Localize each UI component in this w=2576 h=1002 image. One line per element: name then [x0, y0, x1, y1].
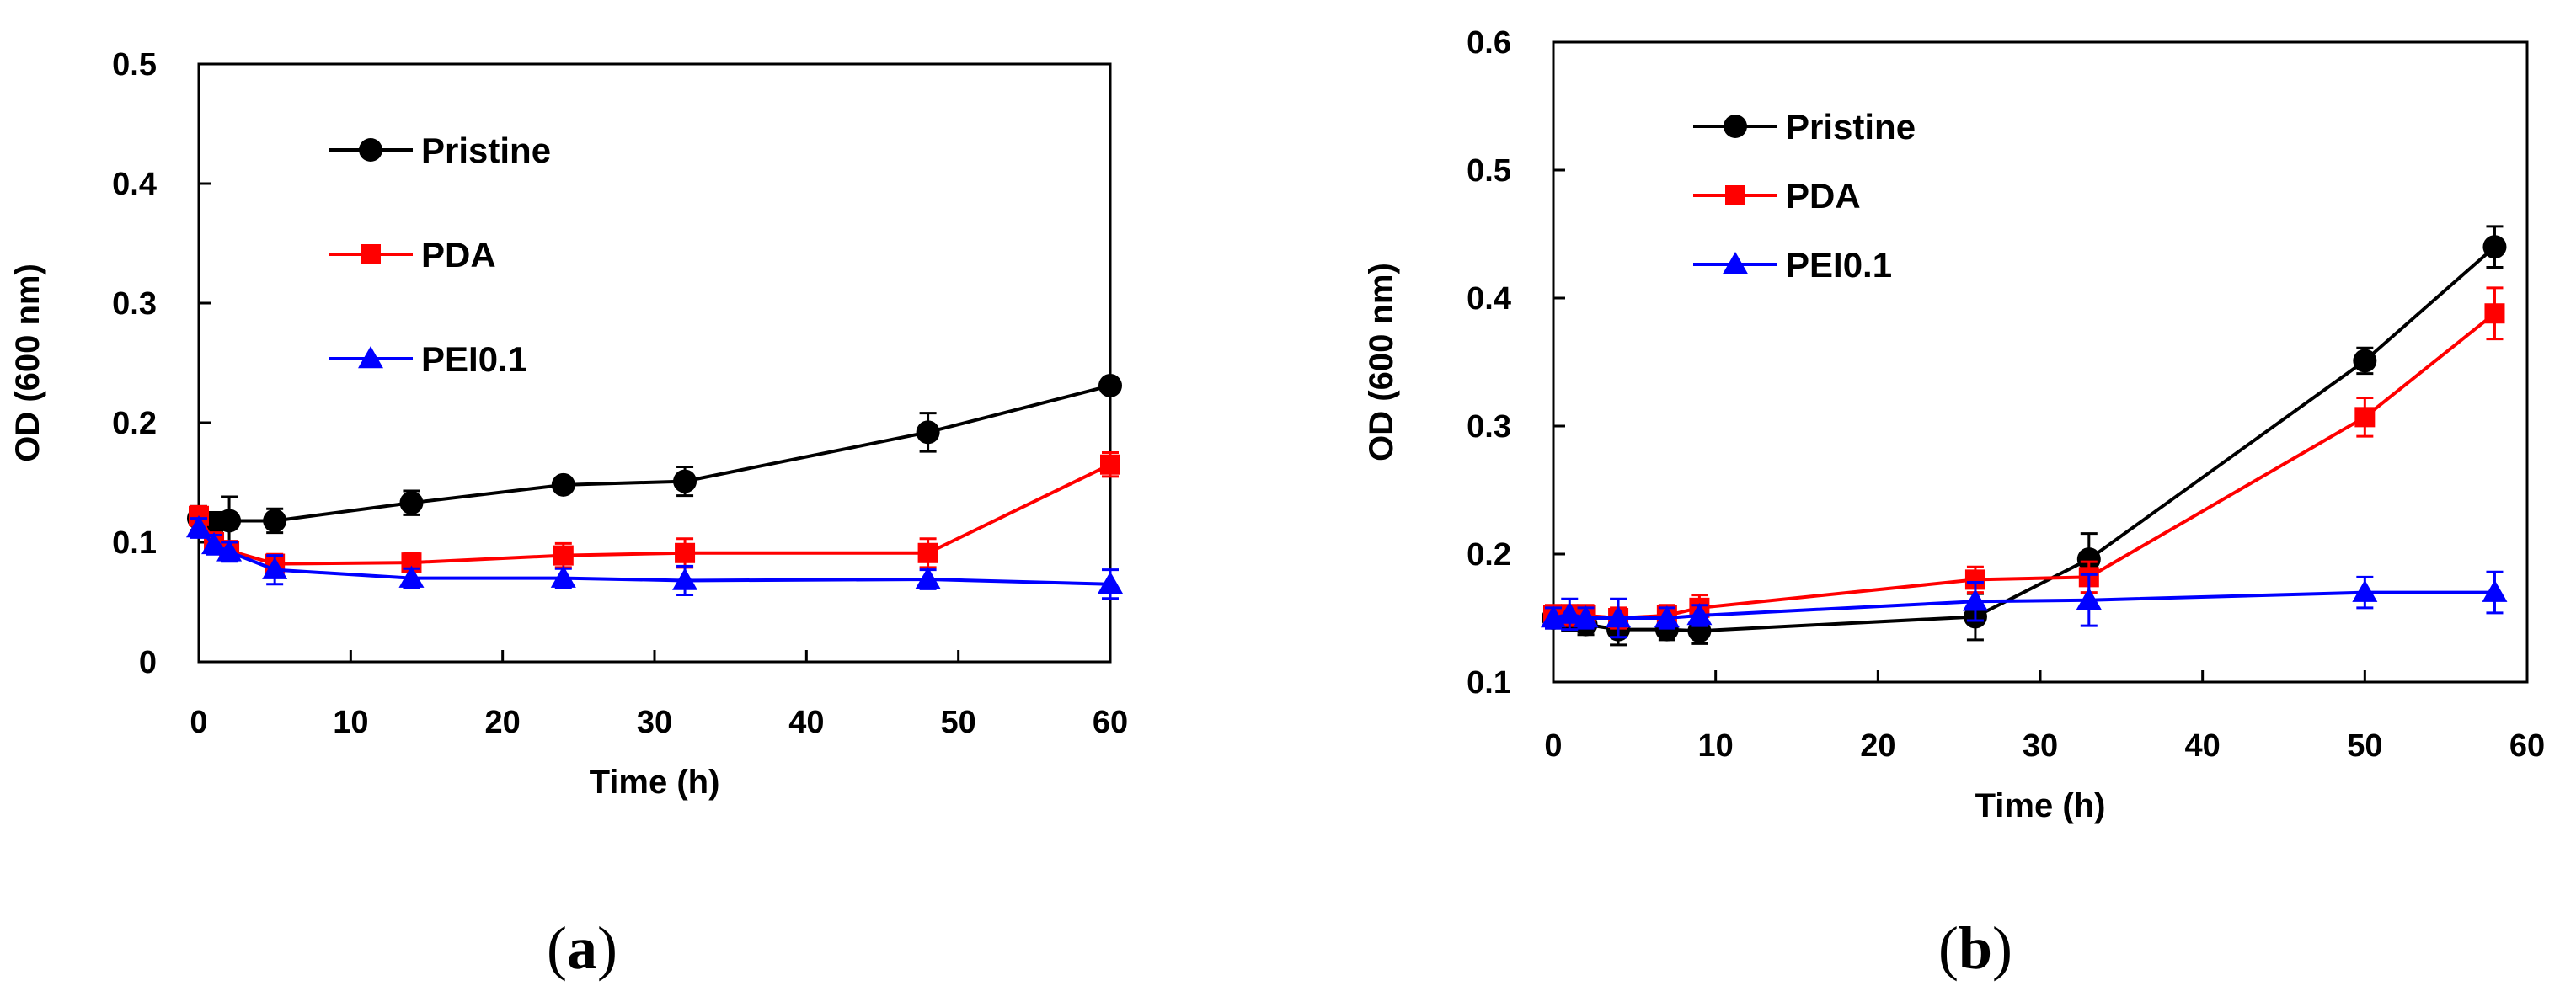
- x-tick-label: 10: [1698, 728, 1734, 764]
- data-point: [672, 568, 698, 590]
- y-tick-label: 0.1: [1467, 665, 1511, 701]
- plot-frame: [1552, 40, 2529, 684]
- x-axis-title: Time (h): [1975, 787, 2106, 824]
- legend-label: PEI0.1: [1786, 245, 1892, 285]
- series-pei0-1: [1541, 570, 2508, 639]
- legend-marker: [361, 244, 381, 264]
- y-axis-title: OD (600 nm): [1363, 263, 1400, 461]
- x-tick-label: 60: [2509, 728, 2545, 764]
- panel-b-chart: 0 10 20 30 40 50 60 0.1 0.2 0.3 0.4 0.5 0.6 Time (h) O…: [1363, 25, 2545, 982]
- data-point: [1098, 571, 1123, 594]
- y-tick-label: 0: [139, 645, 157, 680]
- data-point: [1654, 605, 1680, 628]
- data-point: [2076, 587, 2102, 610]
- data-point: [551, 472, 575, 497]
- data-point: [1557, 601, 1583, 624]
- y-tick-label: 0.5: [1467, 153, 1511, 189]
- data-point: [2352, 579, 2378, 602]
- x-tick-label: 20: [485, 705, 521, 740]
- x-tick-label: 0: [190, 705, 207, 740]
- y-tick-label: 0.2: [1467, 537, 1511, 573]
- legend-label: Pristine: [421, 131, 551, 170]
- data-point: [201, 531, 227, 555]
- x-tick-label: 40: [788, 705, 824, 740]
- panel-label: (a): [547, 914, 617, 982]
- y-tick-label: 0.4: [112, 167, 157, 202]
- legend-entry: Pristine: [329, 131, 551, 170]
- data-point: [675, 542, 696, 563]
- y-axis-title: OD (600 nm): [9, 264, 46, 462]
- data-point: [915, 567, 941, 589]
- legend-marker: [359, 138, 382, 162]
- x-axis-title: Time (h): [590, 764, 720, 801]
- x-tick-label: 40: [2185, 728, 2221, 764]
- data-point: [1606, 605, 1632, 628]
- y-tick-label: 0.4: [1467, 281, 1511, 317]
- data-point: [916, 420, 940, 445]
- y-tick-label: 0.2: [112, 406, 157, 441]
- series-line: [198, 384, 1111, 526]
- y-tick-label: 0.3: [1467, 409, 1511, 445]
- data-point: [2076, 547, 2101, 572]
- legend-marker: [358, 346, 383, 369]
- legend-label: PDA: [421, 235, 496, 274]
- data-point: [263, 509, 287, 533]
- data-point: [1573, 605, 1599, 628]
- data-point: [1098, 373, 1122, 397]
- legend-entry: PEI0.1: [329, 339, 527, 379]
- data-point: [553, 545, 574, 566]
- data-point: [2353, 349, 2377, 373]
- legend-label: PEI0.1: [421, 339, 527, 379]
- data-point: [917, 542, 938, 563]
- series-pristine: [187, 373, 1122, 546]
- legend-entry: PEI0.1: [1693, 245, 1892, 285]
- data-point: [262, 557, 288, 579]
- y-tick-label: 0.3: [112, 286, 157, 322]
- y-tick-label: 0.6: [1467, 25, 1511, 61]
- series-pei0-1: [186, 514, 1123, 600]
- legend-marker: [1724, 115, 1747, 138]
- data-point: [399, 491, 424, 515]
- x-tick-label: 20: [1860, 728, 1895, 764]
- series-line: [1553, 245, 2496, 633]
- legend-marker: [1725, 185, 1745, 205]
- x-tick-label: 50: [2347, 728, 2382, 764]
- legend-marker: [1723, 252, 1748, 274]
- panel-a-chart: 0 10 20 30 40 50 60 0 0.1 0.2 0.3 0.4 0.5 Time (h) OD …: [9, 47, 1128, 982]
- data-point: [2482, 579, 2508, 602]
- data-point: [2482, 235, 2507, 259]
- data-point: [2354, 407, 2376, 428]
- x-tick-label: 0: [1544, 728, 1562, 764]
- data-point: [1100, 454, 1120, 475]
- x-tick-label: 10: [333, 705, 368, 740]
- data-point: [1962, 589, 1988, 611]
- data-point: [2484, 303, 2505, 324]
- data-point: [1686, 602, 1713, 626]
- legend-label: Pristine: [1786, 107, 1916, 147]
- x-tick-label: 30: [2023, 728, 2058, 764]
- data-point: [217, 509, 242, 533]
- data-point: [216, 539, 243, 562]
- legend-entry: Pristine: [1693, 107, 1916, 147]
- panel-label: (b): [1938, 914, 2012, 982]
- data-point: [186, 514, 211, 538]
- legend-entry: PDA: [329, 235, 496, 274]
- x-tick-label: 60: [1093, 705, 1128, 740]
- legend-entry: PDA: [1693, 176, 1861, 216]
- data-point: [673, 469, 697, 493]
- x-tick-label: 30: [637, 705, 672, 740]
- y-tick-label: 0.5: [112, 47, 157, 83]
- y-tick-label: 0.1: [112, 525, 157, 561]
- x-tick-label: 50: [941, 705, 976, 740]
- series-line: [197, 526, 1111, 586]
- legend-label: PDA: [1786, 176, 1861, 216]
- data-point: [550, 565, 576, 588]
- data-point: [398, 565, 425, 588]
